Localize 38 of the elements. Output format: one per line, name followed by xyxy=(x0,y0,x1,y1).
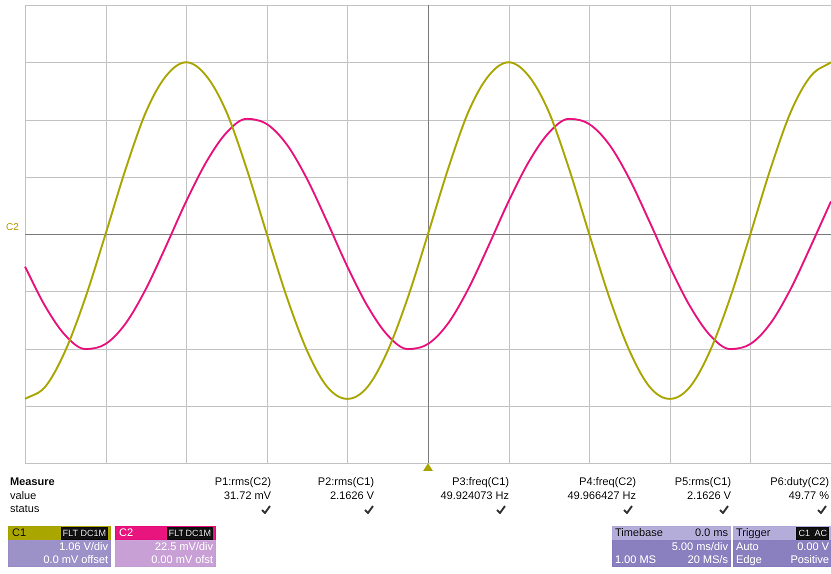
text: 1.06 V/div xyxy=(59,541,108,554)
text: P3:freq(C1) xyxy=(452,476,509,489)
text: 0.0 mV offset xyxy=(43,554,108,567)
text: DC1M xyxy=(183,527,213,540)
text: DC1M xyxy=(78,527,108,540)
text: P1:rms(C2) xyxy=(214,476,271,489)
text: P5:rms(C1) xyxy=(674,476,731,489)
text: 20 MS/s xyxy=(688,554,728,567)
text: Positive xyxy=(790,554,829,567)
text: Timebase xyxy=(615,527,663,540)
text: 2.1626 V xyxy=(686,490,731,503)
text: C1 xyxy=(796,527,812,540)
text: P2:rms(C1) xyxy=(318,476,374,489)
text: C1 xyxy=(12,527,26,540)
text: 5.00 ms/div xyxy=(672,541,728,554)
text: 0.0 ms xyxy=(694,527,728,540)
text: status xyxy=(10,503,40,516)
text: 22.5 mV/div xyxy=(154,541,213,554)
text: 31.72 mV xyxy=(224,490,271,503)
text: Edge xyxy=(736,554,762,567)
text: Measure xyxy=(10,476,55,489)
text: 0.00 V xyxy=(797,541,829,554)
text: 1.00 MS xyxy=(615,554,656,567)
text: 0.00 mV ofst xyxy=(151,554,213,567)
text: FLT xyxy=(166,527,186,540)
text: C2 xyxy=(119,527,134,540)
text: C2 xyxy=(6,221,19,234)
text: 49.966427 Hz xyxy=(568,490,636,503)
text: FLT xyxy=(60,527,80,540)
text: 49.924073 Hz xyxy=(440,490,509,503)
text: P4:freq(C2) xyxy=(579,476,636,489)
text: 49.77 % xyxy=(788,490,829,503)
text: 2.1626 V xyxy=(330,490,374,503)
text: value xyxy=(10,490,36,503)
text: Auto xyxy=(736,541,759,554)
text: P6:duty(C2) xyxy=(770,476,829,489)
text: Trigger xyxy=(736,527,770,540)
text: AC xyxy=(812,527,829,540)
